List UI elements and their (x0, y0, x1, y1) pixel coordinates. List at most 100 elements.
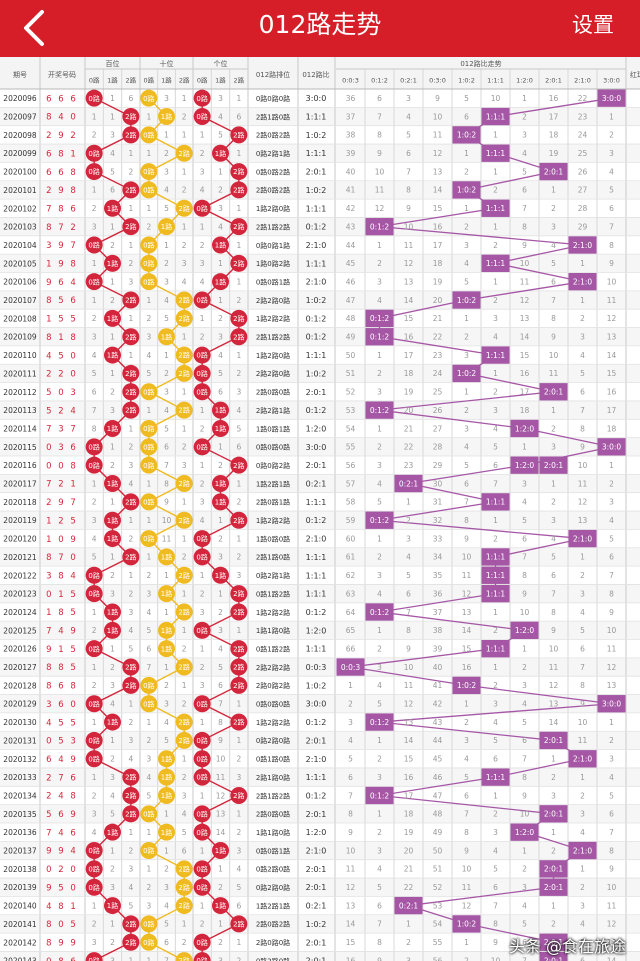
miss-count: 2 (128, 534, 133, 543)
ratio-miss-count: 55 (346, 443, 356, 452)
ratio-hit-label: 2:1:0 (573, 277, 593, 286)
ratio-miss-count: 6 (551, 277, 556, 286)
route-ratio-cell: 1:1:1 (306, 590, 327, 599)
period-cell: 2020096 (3, 94, 37, 103)
miss-count: 4 (200, 277, 205, 286)
ratio-miss-count: 5 (348, 755, 353, 764)
ratio-hit-box (539, 162, 568, 181)
chevron-left-icon[interactable] (14, 6, 58, 50)
ratio-hit-box (568, 529, 597, 548)
ratio-miss-count: 9 (609, 259, 614, 268)
ratio-miss-count: 7 (406, 608, 411, 617)
miss-count: 1 (218, 920, 223, 929)
ratio-miss-count: 14 (462, 626, 472, 635)
ratio-miss-count: 7 (348, 791, 353, 800)
settings-button[interactable]: 设置 (572, 13, 614, 37)
period-cell: 2020140 (3, 902, 37, 911)
route-ball (230, 585, 248, 603)
miss-count: 7 (164, 461, 169, 470)
route-ball (175, 878, 193, 896)
route-ball-label: 0路 (88, 442, 99, 451)
route-ball (193, 291, 211, 309)
ratio-miss-count: 14 (433, 186, 443, 195)
ratio-miss-count: 2 (522, 663, 527, 672)
route-ball-label: 1路 (107, 259, 118, 268)
ratio-label: 1:0:2 (458, 77, 475, 85)
miss-count: 3 (236, 846, 241, 855)
miss-count: 1 (164, 810, 169, 819)
ratio-miss-count: 31 (433, 498, 443, 507)
route-ratio-cell: 0:1:2 (306, 718, 327, 727)
ratio-hit-label: 0:1:2 (370, 516, 390, 525)
route-order-cell: 1路2路2路 (256, 516, 290, 525)
miss-count: 3 (164, 277, 169, 286)
ratio-miss-count: 6 (464, 112, 469, 121)
ratio-miss-count: 7 (493, 479, 498, 488)
draw-number: 1 0 9 (46, 535, 78, 545)
miss-count: 2 (182, 553, 187, 562)
route-ball-label: 2路 (233, 461, 244, 470)
col-units: 个位 (214, 59, 228, 68)
route-ball (140, 163, 158, 181)
ratio-miss-count: 3 (609, 149, 614, 158)
ratio-label: 0:0:3 (342, 77, 359, 85)
route-ball (85, 438, 103, 456)
route-ball (104, 346, 121, 364)
miss-count: 3 (182, 461, 187, 470)
row-stripe (0, 694, 640, 713)
ratio-miss-count: 5 (580, 626, 585, 635)
draw-number: 2 9 8 (46, 186, 78, 196)
route-ball-label: 0路 (88, 883, 99, 892)
ratio-hit-box (539, 805, 568, 823)
draw-number: 4 5 5 (46, 718, 78, 728)
draw-number: 0 2 0 (46, 865, 78, 875)
ratio-miss-count: 29 (433, 461, 443, 470)
ratio-miss-count: 50 (433, 846, 443, 855)
miss-count: 3 (128, 461, 133, 470)
period-cell: 2020103 (3, 223, 37, 232)
route-order-cell: 2路0路0路 (256, 938, 290, 947)
period-cell: 2020118 (3, 498, 37, 507)
ratio-label: 0:1:2 (371, 77, 388, 85)
ratio-miss-count: 20 (433, 296, 443, 305)
miss-count: 1 (182, 131, 187, 140)
ratio-miss-count: 3 (580, 333, 585, 342)
ratio-miss-count: 56 (433, 956, 443, 961)
route-ball (122, 676, 140, 694)
miss-count: 1 (218, 589, 223, 598)
ratio-miss-count: 11 (578, 479, 588, 488)
route-ball-label: 0路 (88, 846, 99, 855)
ratio-miss-count: 9 (551, 626, 556, 635)
ratio-miss-count: 4 (377, 296, 382, 305)
route-ball (122, 181, 140, 199)
route-ratio-cell: 1:0:2 (306, 296, 327, 305)
miss-count: 1 (110, 846, 115, 855)
ratio-miss-count: 1 (464, 204, 469, 213)
miss-count: 3 (182, 259, 187, 268)
route-ball (230, 676, 248, 694)
route-ball-label: 2路 (178, 571, 189, 580)
ratio-miss-count: 4 (377, 865, 382, 874)
route-ratio-cell: 1:0:2 (306, 186, 327, 195)
miss-count: 6 (92, 388, 97, 397)
ratio-hit-label: 2:1:0 (573, 241, 593, 250)
period-cell: 2020128 (3, 681, 37, 690)
ratio-miss-count: 6 (609, 810, 614, 819)
ratio-label: 3:0:0 (603, 77, 620, 85)
ratio-miss-count: 2 (609, 479, 614, 488)
ratio-miss-count: 2 (609, 736, 614, 745)
miss-count: 1 (128, 828, 133, 837)
ratio-miss-count: 1 (522, 644, 527, 653)
ratio-miss-count: 10 (578, 461, 588, 470)
ratio-miss-count: 4 (464, 259, 469, 268)
row-stripe (0, 951, 640, 961)
ratio-miss-count: 4 (580, 351, 585, 360)
period-cell: 2020121 (3, 553, 37, 562)
ratio-miss-count: 2 (406, 516, 411, 525)
miss-count: 2 (92, 681, 97, 690)
miss-count: 2 (128, 443, 133, 452)
ratio-miss-count: 6 (493, 755, 498, 764)
route-order-cell: 1路2路0路 (256, 204, 290, 213)
route-ball (175, 731, 193, 749)
ratio-miss-count: 16 (404, 333, 414, 342)
